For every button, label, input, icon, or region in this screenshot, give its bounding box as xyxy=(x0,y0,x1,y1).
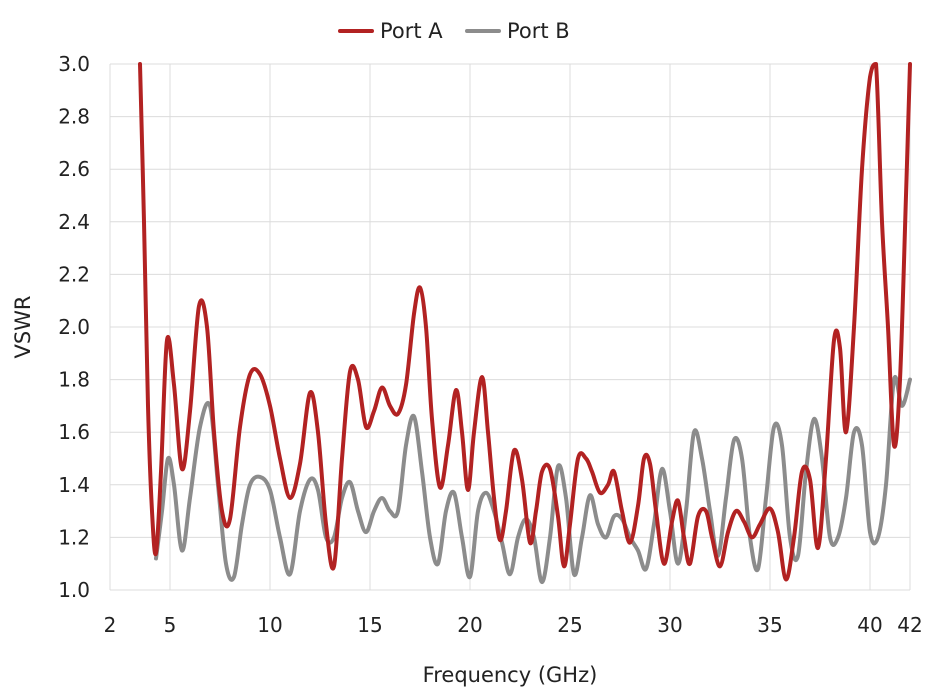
y-tick-label: 1.4 xyxy=(58,473,90,497)
x-tick-label: 10 xyxy=(257,613,282,637)
legend-label-port-a: Port A xyxy=(380,19,443,43)
x-axis-title: Frequency (GHz) xyxy=(423,663,598,687)
y-tick-label: 3.0 xyxy=(58,52,90,76)
x-tick-label: 5 xyxy=(164,613,177,637)
x-tick-label: 20 xyxy=(457,613,482,637)
x-tick-label: 35 xyxy=(757,613,782,637)
series-line-port-b xyxy=(154,374,912,585)
y-tick-label: 2.6 xyxy=(58,157,90,181)
y-tick-label: 2.2 xyxy=(58,262,90,286)
x-tick-label: 2 xyxy=(104,613,117,637)
legend: Port A Port B xyxy=(338,19,570,43)
x-tick-label: 42 xyxy=(897,613,922,637)
y-tick-label: 2.8 xyxy=(58,105,90,129)
y-axis-ticks: 1.0 1.2 1.4 1.6 1.8 2.0 2.2 2.4 2.6 2.8 3.0 xyxy=(58,52,90,602)
grid xyxy=(109,63,911,591)
x-tick-label: 15 xyxy=(357,613,382,637)
y-tick-label: 1.0 xyxy=(58,578,90,602)
y-tick-label: 1.6 xyxy=(58,420,90,444)
y-tick-label: 2.4 xyxy=(58,210,90,234)
y-tick-label: 2.0 xyxy=(58,315,90,339)
series-line-port-a xyxy=(138,62,912,582)
y-axis-title: VSWR xyxy=(11,295,35,358)
series-layer xyxy=(138,62,912,585)
y-tick-label: 1.2 xyxy=(58,525,90,549)
y-tick-label: 1.8 xyxy=(58,368,90,392)
x-tick-label: 25 xyxy=(557,613,582,637)
x-tick-label: 40 xyxy=(857,613,882,637)
x-tick-label: 30 xyxy=(657,613,682,637)
x-axis-ticks: 2 5 10 15 20 25 30 35 40 42 xyxy=(104,613,923,637)
legend-label-port-b: Port B xyxy=(507,19,570,43)
